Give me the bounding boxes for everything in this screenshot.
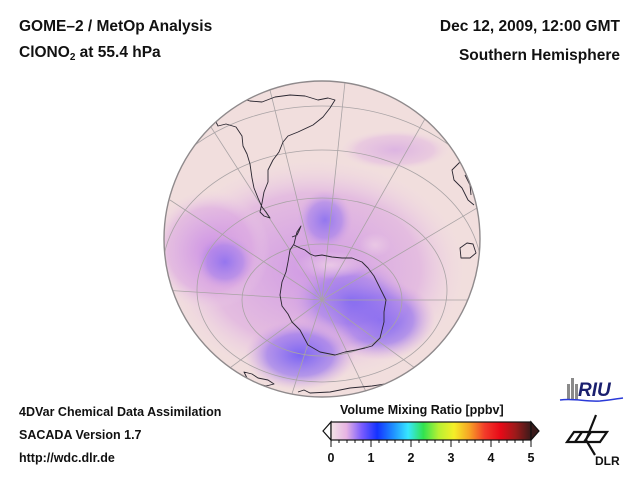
footer-version: SACADA Version 1.7 (19, 428, 142, 442)
latitude-circle (196, 197, 448, 383)
colorbar-gradient (331, 422, 531, 440)
australia-outline (297, 383, 386, 394)
south-america-outline (213, 87, 336, 219)
colorbar-tick-label: 4 (487, 451, 495, 465)
meridian (267, 81, 323, 301)
meridian (164, 289, 323, 301)
field-low-west (195, 234, 255, 290)
species-subscript: 2 (69, 52, 76, 63)
field-low-south (245, 320, 355, 390)
colorbar-tick-label: 3 (447, 451, 455, 465)
latitude-circle (164, 149, 480, 397)
meridian (289, 299, 323, 397)
riu-wave-icon (559, 397, 624, 402)
colorbar-tick-label: 5 (527, 451, 535, 465)
riu-text: RIU (578, 380, 612, 401)
dlr-emblem-icon (564, 414, 610, 456)
riu-tower-icon (575, 384, 578, 400)
meridian (169, 199, 323, 301)
colorbar-over-arrow (530, 420, 540, 442)
field-pale-patch (359, 233, 391, 257)
dlr-logo: DLR (564, 414, 620, 468)
footer-url-link[interactable]: http://wdc.dlr.de (19, 451, 115, 465)
globe-map (164, 81, 480, 397)
hemisphere-label: Southern Hemisphere (458, 47, 620, 64)
latitude-circle (164, 105, 480, 397)
meridian (321, 81, 346, 301)
footer-method: 4DVar Chemical Data Assimilation (19, 405, 222, 419)
colorbar-title: Volume Mixing Ratio [ppbv] (340, 403, 504, 417)
species-prefix: ClONO (19, 44, 70, 61)
riu-logo: RIU (559, 378, 624, 402)
dlr-text: DLR (595, 454, 620, 468)
field-low-center-north (297, 190, 353, 250)
meridian (321, 204, 480, 301)
kerguelen-outline (459, 242, 477, 259)
field-mid-north (340, 130, 450, 170)
colorbar-tick-label: 1 (367, 451, 375, 465)
meridian (321, 299, 371, 397)
species-label: ClONO2 at 55.4 hPa (19, 44, 161, 63)
colorbar-tick-label: 2 (407, 451, 415, 465)
colorbar-fill (331, 422, 531, 440)
colorbar-under-arrow (322, 420, 332, 442)
meridian (321, 109, 431, 301)
date-label: Dec 12, 2009, 12:00 GMT (439, 18, 620, 35)
globe-outline (163, 80, 481, 398)
title: GOME–2 / MetOp Analysis (19, 18, 213, 35)
colorbar-tick-label: 0 (327, 451, 335, 465)
species-level: at 55.4 hPa (75, 44, 161, 61)
colorbar (322, 420, 540, 447)
colorbar-ticks (330, 440, 532, 447)
riu-tower-icon (567, 384, 570, 400)
riu-tower-icon (571, 378, 574, 400)
antarctica-outline (279, 225, 387, 356)
graticule (164, 81, 480, 397)
